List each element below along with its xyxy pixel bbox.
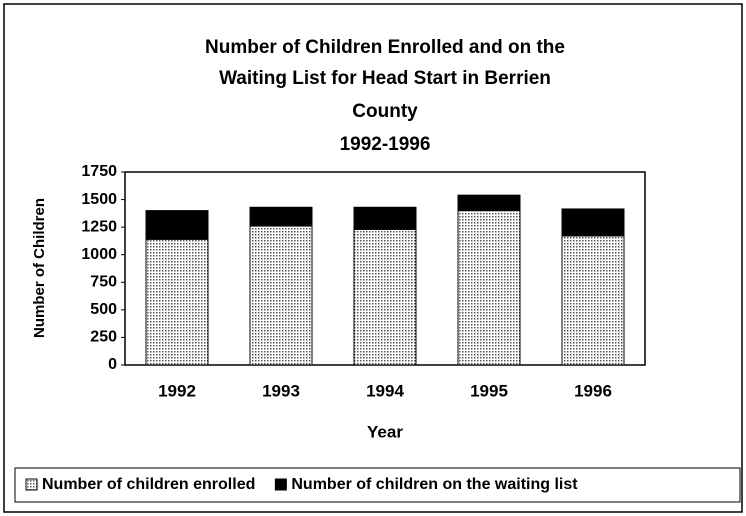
x-axis-label: Year bbox=[367, 422, 403, 441]
y-tick-label: 1000 bbox=[81, 246, 117, 263]
legend-label: Number of children enrolled bbox=[42, 476, 255, 493]
chart-subtitle: 1992-1996 bbox=[340, 134, 431, 155]
x-tick-label: 1995 bbox=[470, 381, 508, 400]
bar-segment bbox=[353, 206, 417, 230]
bar-segment bbox=[353, 228, 417, 366]
x-tick-label: 1996 bbox=[574, 381, 612, 400]
y-axis-label: Number of Children bbox=[31, 198, 48, 338]
bar-segment bbox=[249, 225, 313, 366]
chart-border bbox=[3, 3, 743, 513]
bar-segment bbox=[249, 206, 313, 227]
legend-label: Number of children on the waiting list bbox=[291, 476, 578, 493]
bar-segment bbox=[561, 235, 625, 366]
legend-swatch bbox=[25, 478, 38, 491]
bar-segment bbox=[561, 208, 625, 237]
y-tick-label: 1750 bbox=[81, 163, 117, 180]
y-tick-label: 1500 bbox=[81, 191, 117, 208]
y-tick-label: 500 bbox=[90, 301, 117, 318]
chart-title: Number of Children Enrolled and on the bbox=[205, 37, 565, 58]
y-tick-label: 0 bbox=[108, 356, 117, 373]
x-tick-label: 1994 bbox=[366, 381, 404, 400]
x-tick-label: 1993 bbox=[262, 381, 300, 400]
x-tick-label: 1992 bbox=[158, 381, 196, 400]
chart-title: County bbox=[352, 101, 418, 122]
bar-segment bbox=[457, 194, 521, 212]
chart-title: Waiting List for Head Start in Berrien bbox=[219, 68, 551, 89]
y-tick-label: 1250 bbox=[81, 218, 117, 235]
bar-segment bbox=[457, 210, 521, 366]
legend-box bbox=[14, 467, 741, 503]
y-tick-label: 750 bbox=[90, 274, 117, 291]
legend-swatch bbox=[274, 478, 287, 491]
y-tick-label: 250 bbox=[90, 329, 117, 346]
bar-segment bbox=[145, 238, 209, 366]
bar-segment bbox=[145, 210, 209, 240]
